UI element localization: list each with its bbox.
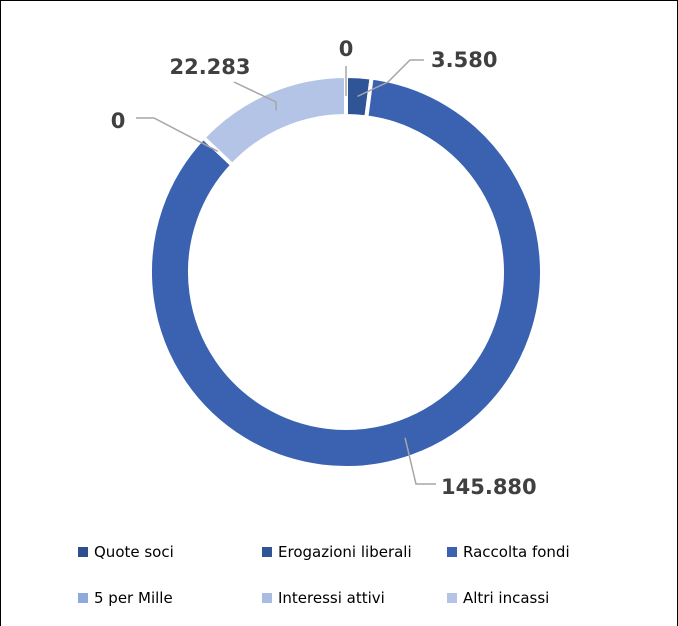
legend-swatch-interessi-attivi	[262, 593, 272, 603]
doughnut-slices	[148, 73, 544, 470]
legend-label-5-per-mille: 5 per Mille	[94, 589, 173, 607]
legend-item-erogazioni-liberali: Erogazioni liberali	[262, 543, 412, 561]
legend-label-interessi-attivi: Interessi attivi	[278, 589, 385, 607]
leader-line-altri-incassi	[233, 81, 277, 111]
leader-line-5-per-mille	[136, 117, 219, 152]
legend-swatch-erogazioni-liberali	[262, 547, 272, 557]
legend-label-raccolta-fondi: Raccolta fondi	[463, 543, 570, 561]
legend-label-quote-soci: Quote soci	[94, 543, 174, 561]
data-label-erogazioni-liberali: 3.580	[431, 48, 497, 72]
slice-altri-incassi	[200, 73, 348, 168]
data-label-raccolta-fondi: 145.880	[441, 475, 537, 499]
legend-label-erogazioni-liberali: Erogazioni liberali	[278, 543, 412, 561]
legend-item-quote-soci: Quote soci	[78, 543, 174, 561]
data-label-altri-incassi: 22.283	[169, 55, 250, 79]
slice-raccolta-fondi	[148, 75, 544, 470]
legend-swatch-quote-soci	[78, 547, 88, 557]
leader-lines	[136, 59, 436, 485]
leader-line-erogazioni-liberali	[357, 59, 424, 98]
legend-item-interessi-attivi: Interessi attivi	[262, 589, 385, 607]
data-label-quote-soci: 0	[339, 37, 354, 61]
legend-label-altri-incassi: Altri incassi	[463, 589, 549, 607]
legend: Quote soci Erogazioni liberali Raccolta …	[78, 543, 570, 607]
legend-item-raccolta-fondi: Raccolta fondi	[447, 543, 570, 561]
legend-swatch-5-per-mille	[78, 593, 88, 603]
data-label-5-per-mille: 0	[111, 109, 126, 133]
leader-line-raccolta-fondi	[404, 437, 436, 485]
legend-swatch-altri-incassi	[447, 593, 457, 603]
legend-item-5-per-mille: 5 per Mille	[78, 589, 173, 607]
legend-item-altri-incassi: Altri incassi	[447, 589, 549, 607]
legend-swatch-raccolta-fondi	[447, 547, 457, 557]
